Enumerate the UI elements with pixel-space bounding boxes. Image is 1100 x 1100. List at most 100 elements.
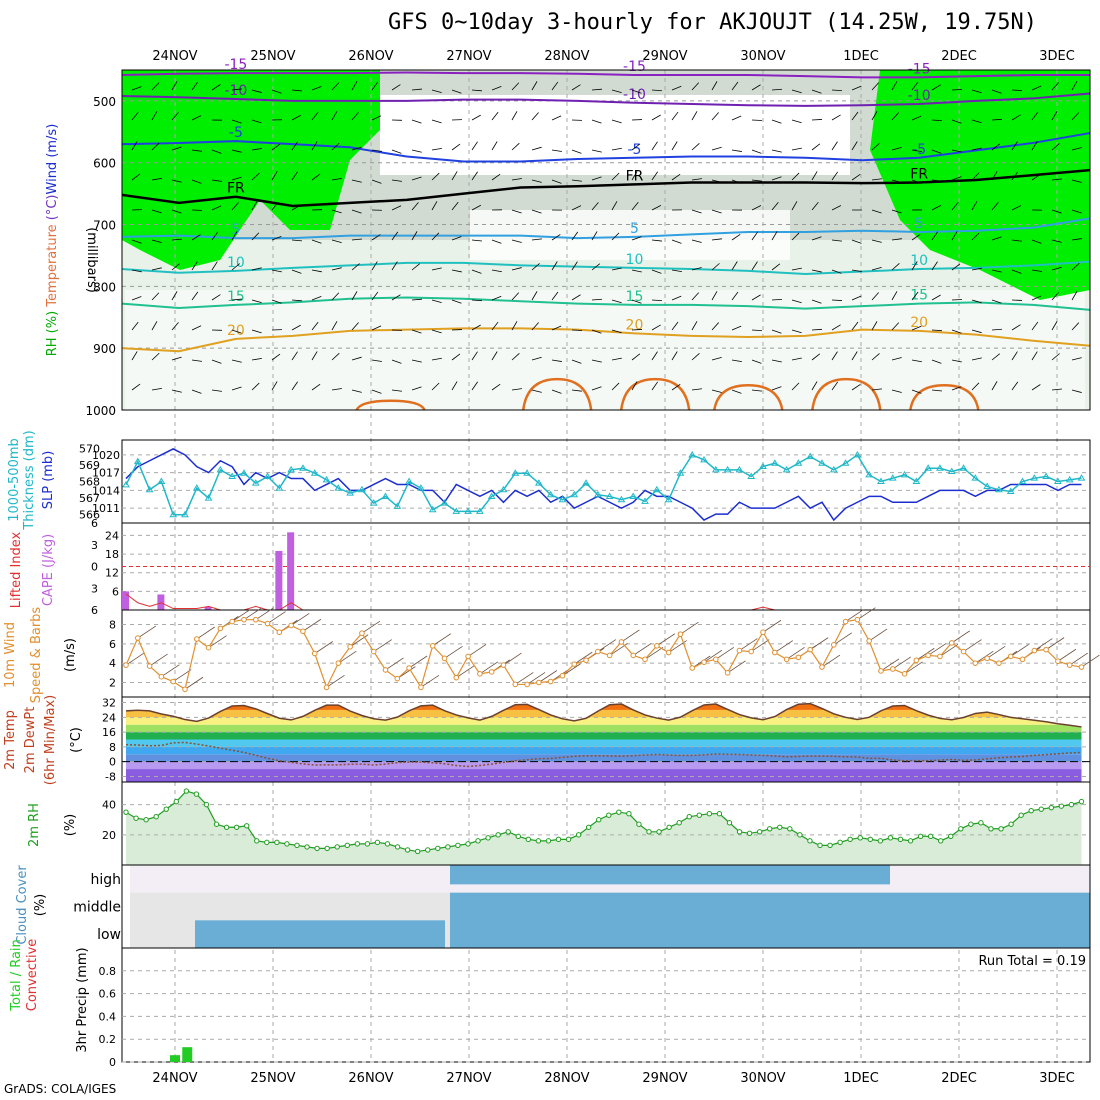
contour-label: 5 bbox=[231, 222, 240, 238]
precip-convective-ylabel: Convective bbox=[25, 939, 40, 1012]
thickness-marker bbox=[995, 485, 1003, 493]
wind-barb bbox=[831, 171, 839, 181]
rh2m-marker bbox=[585, 824, 592, 830]
rh2m-marker bbox=[646, 829, 652, 835]
wind-barb bbox=[633, 643, 652, 656]
rh2m-marker bbox=[575, 832, 582, 838]
rh2m-marker bbox=[847, 836, 853, 843]
wind-speed-marker bbox=[583, 657, 589, 664]
wind-barb bbox=[851, 111, 859, 121]
wind-barb bbox=[351, 291, 358, 301]
wind-barb bbox=[851, 351, 858, 361]
wind-barb bbox=[471, 141, 478, 151]
tick-label: 4 bbox=[109, 657, 116, 670]
wind-speed-marker bbox=[465, 653, 471, 660]
wind-barb bbox=[511, 111, 518, 121]
wind-barb bbox=[991, 299, 1002, 304]
wind-barb bbox=[531, 146, 542, 151]
dewpt-line bbox=[125, 741, 1082, 768]
wind-barb bbox=[191, 261, 198, 271]
wind-speed-marker bbox=[217, 625, 224, 632]
wind-barb bbox=[1071, 238, 1082, 241]
tick-label: 2DEC bbox=[941, 49, 977, 64]
wind-barb bbox=[1071, 291, 1078, 301]
upper-air-yunit: (millibars) bbox=[84, 227, 99, 293]
wind-barb bbox=[1051, 388, 1062, 391]
wind-barb bbox=[891, 263, 900, 271]
wind-barb bbox=[137, 625, 157, 639]
rh2m-marker bbox=[1048, 804, 1055, 811]
rh2m-marker bbox=[384, 841, 391, 847]
wind-barb bbox=[551, 359, 562, 362]
wind-barb bbox=[351, 263, 360, 271]
wind-barb bbox=[551, 234, 561, 241]
wind-barb bbox=[385, 657, 404, 671]
wind-barb bbox=[491, 85, 502, 91]
wind-barb bbox=[831, 141, 838, 151]
wind-barb bbox=[591, 359, 602, 363]
thickness-marker bbox=[794, 459, 803, 466]
wind-speed-marker bbox=[736, 647, 743, 654]
rh2m-marker bbox=[978, 820, 984, 826]
temp-line bbox=[125, 702, 1082, 728]
rh2m-marker bbox=[203, 801, 210, 808]
wind-barb bbox=[290, 613, 310, 626]
wind-barb bbox=[1031, 239, 1042, 244]
wind-barb bbox=[631, 236, 642, 241]
wind-barb bbox=[571, 294, 581, 301]
wind-barb bbox=[591, 176, 602, 181]
tick-label: 6 bbox=[91, 517, 98, 530]
wind-barb bbox=[432, 633, 451, 647]
rh2m-marker bbox=[445, 844, 451, 850]
wind-barb bbox=[831, 351, 838, 361]
wind-barb bbox=[1051, 209, 1062, 214]
temp-band bbox=[126, 769, 1082, 782]
ylabel-line: SLP (mb) bbox=[41, 451, 56, 510]
temp-band bbox=[126, 709, 1082, 718]
rh2m-marker bbox=[223, 824, 230, 830]
wind-speed-marker bbox=[889, 666, 896, 672]
thickness-marker bbox=[936, 464, 944, 471]
wind-speed-marker bbox=[134, 635, 141, 641]
wind-barb bbox=[411, 149, 422, 153]
wind-barb bbox=[271, 143, 281, 151]
thickness-marker bbox=[216, 465, 225, 473]
wind-barb bbox=[951, 149, 962, 153]
wind-barb bbox=[1051, 178, 1062, 181]
thickness-marker bbox=[523, 469, 531, 476]
wind-barb bbox=[951, 359, 962, 363]
wind-barb bbox=[811, 353, 821, 361]
wind-barb bbox=[511, 239, 522, 243]
wind-barb bbox=[371, 179, 382, 184]
wind-barb bbox=[711, 112, 719, 121]
wind-barb bbox=[151, 267, 162, 271]
rh2m-marker bbox=[505, 829, 511, 835]
ylabel-line: 10m Wind bbox=[3, 622, 18, 688]
wind-barb bbox=[431, 357, 442, 361]
wind-barb bbox=[911, 291, 919, 301]
wind-barb bbox=[851, 384, 861, 391]
wind-barb bbox=[451, 269, 462, 273]
wind-barb bbox=[651, 205, 662, 211]
wind-barb bbox=[231, 88, 242, 91]
wind-barb bbox=[511, 352, 520, 361]
thickness-marker bbox=[133, 457, 142, 465]
wind-barb bbox=[211, 179, 222, 182]
tick-label: 28NOV bbox=[544, 49, 589, 64]
rh2m-marker bbox=[686, 814, 692, 820]
contour-label: 15 bbox=[227, 289, 245, 305]
wind-barb bbox=[931, 231, 939, 241]
wind-barb bbox=[171, 356, 182, 361]
ylabel-line: Thickness (dm) bbox=[22, 430, 37, 530]
tick-label: 30NOV bbox=[740, 49, 785, 64]
wind-barb bbox=[911, 261, 918, 271]
wind-barb bbox=[271, 201, 279, 211]
wind-barb bbox=[831, 205, 842, 211]
contour-label: 20 bbox=[626, 317, 644, 333]
wind-barb bbox=[611, 267, 622, 271]
tick-label: 20 bbox=[102, 829, 116, 842]
wind-barb bbox=[1051, 292, 1059, 301]
wind-barb bbox=[591, 329, 602, 334]
wind-barb bbox=[975, 650, 994, 664]
wind-barb bbox=[571, 231, 579, 241]
